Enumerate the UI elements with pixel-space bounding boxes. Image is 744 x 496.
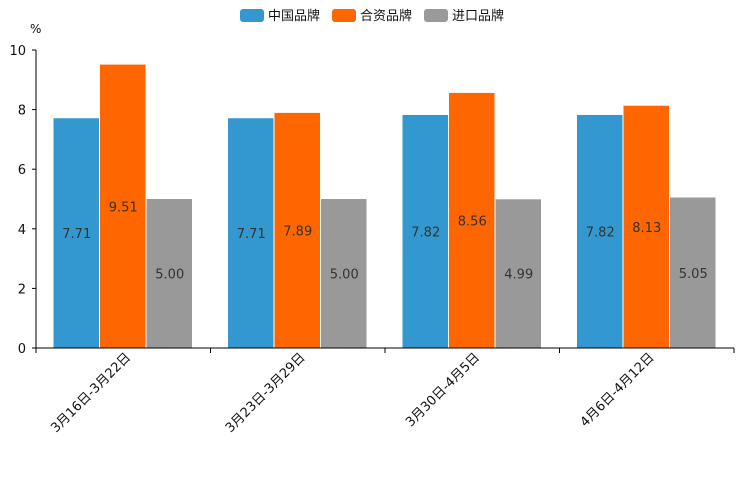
bar bbox=[495, 199, 541, 348]
bar bbox=[321, 199, 367, 348]
bar bbox=[577, 114, 623, 349]
bar bbox=[274, 112, 320, 349]
bar-value-label: 8.13 bbox=[632, 221, 661, 236]
bar-value-label: 4.99 bbox=[504, 268, 533, 283]
bar-value-label: 7.89 bbox=[283, 224, 312, 239]
legend-label: 中国品牌 bbox=[268, 8, 320, 24]
bar bbox=[623, 105, 669, 348]
bars-group: 7.71 7.71 7.82 7.82 9.51 7.89 8.56 8.13 5.00 5.00… bbox=[53, 64, 716, 349]
x-tick-label: 3月23日-3月29日 bbox=[223, 350, 309, 436]
x-axis: 3月16日-3月22日 3月23日-3月29日 3月30日-4月5日 4月6日-4月1… bbox=[35, 347, 735, 436]
bar-value-label: 9.51 bbox=[109, 200, 138, 215]
bar-value-label: 8.56 bbox=[458, 214, 487, 229]
bar bbox=[146, 199, 192, 348]
bar bbox=[402, 114, 448, 349]
bar-value-label: 7.82 bbox=[411, 225, 440, 240]
bar bbox=[449, 92, 495, 348]
y-tick-label: 0 bbox=[18, 342, 26, 357]
bar-value-label: 7.82 bbox=[586, 225, 615, 240]
legend-swatch bbox=[424, 9, 448, 22]
bar bbox=[53, 118, 99, 348]
y-tick-label: 2 bbox=[18, 282, 26, 297]
y-tick-label: 10 bbox=[9, 44, 26, 59]
y-axis-unit-label: % bbox=[30, 22, 41, 36]
legend-label: 进口品牌 bbox=[452, 8, 504, 24]
legend-swatch bbox=[240, 9, 264, 22]
x-tick-label: 4月6日-4月12日 bbox=[578, 350, 658, 430]
bar-value-label: 5.00 bbox=[155, 268, 184, 283]
legend-item[interactable]: 进口品牌 bbox=[424, 8, 504, 24]
legend-item[interactable]: 中国品牌 bbox=[240, 8, 320, 24]
y-tick-label: 8 bbox=[18, 104, 26, 119]
x-tick-label: 3月30日-4月5日 bbox=[403, 350, 483, 430]
bar bbox=[670, 197, 716, 348]
bar-value-label: 5.00 bbox=[330, 268, 359, 283]
legend: 中国品牌 合资品牌 进口品牌 bbox=[240, 8, 504, 24]
legend-swatch bbox=[332, 9, 356, 22]
y-axis: 0 2 4 6 8 10 bbox=[9, 44, 37, 357]
y-tick-label: 6 bbox=[18, 163, 26, 178]
bar bbox=[100, 64, 146, 349]
bar bbox=[228, 118, 274, 348]
bar-value-label: 7.71 bbox=[237, 227, 266, 242]
x-tick-label: 3月16日-3月22日 bbox=[48, 350, 134, 436]
bar-value-label: 5.05 bbox=[679, 267, 708, 282]
bar-value-label: 7.71 bbox=[62, 227, 91, 242]
y-tick-label: 4 bbox=[18, 223, 26, 238]
legend-label: 合资品牌 bbox=[360, 8, 412, 24]
legend-item[interactable]: 合资品牌 bbox=[332, 8, 412, 24]
